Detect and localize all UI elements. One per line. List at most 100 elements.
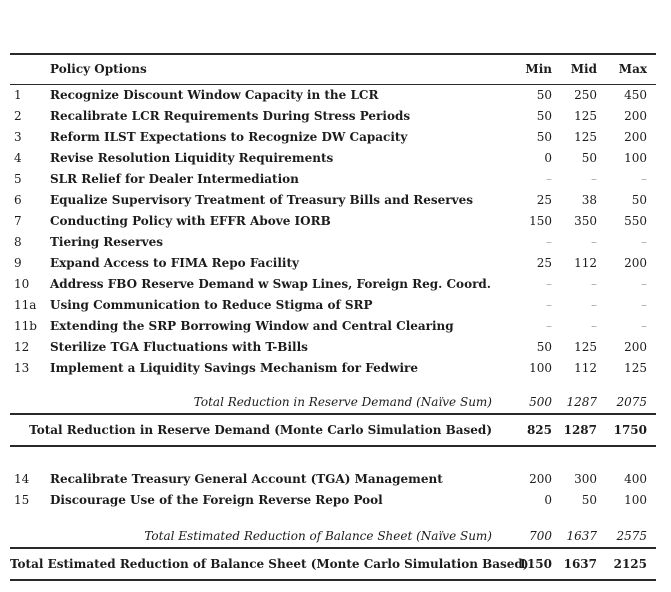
min-value: 25 — [536, 255, 552, 270]
mid-value: 250 — [574, 87, 597, 102]
table-row: 2 Recalibrate LCR Requirements During Str… — [10, 105, 656, 126]
min-value: 200 — [529, 471, 552, 486]
row-label: Expand Access to FIMA Repo Facility — [50, 255, 299, 270]
table-row: 7 Conducting Policy with EFFR Above IORB 1… — [10, 210, 656, 231]
row-number: 14 — [14, 471, 30, 486]
max-value: 200 — [624, 108, 647, 123]
max-value: 2575 — [616, 528, 647, 543]
min-value: – — [546, 171, 552, 186]
mid-value: 125 — [574, 129, 597, 144]
row-number: 11b — [14, 318, 37, 333]
table-row: 15 Discourage Use of the Foreign Reverse … — [10, 489, 656, 510]
min-value: 50 — [536, 339, 552, 354]
mid-value: 50 — [581, 150, 597, 165]
row-number: 1 — [14, 87, 22, 102]
naive-total-label: Total Estimated Reduction of Balance She… — [144, 528, 492, 543]
row-label: Sterilize TGA Fluctuations with T-Bills — [50, 339, 308, 354]
table-row: 6 Equalize Supervisory Treatment of Treas… — [10, 189, 656, 210]
row-number: 11a — [14, 297, 37, 312]
table-row: 5 SLR Relief for Dealer Intermediation – – – — [10, 168, 656, 189]
max-value: – — [641, 318, 647, 333]
mid-value: 112 — [574, 255, 597, 270]
row-number: 12 — [14, 339, 30, 354]
spacer-row — [10, 378, 656, 390]
min-value: 1150 — [518, 557, 552, 571]
header-max: Max — [618, 62, 647, 77]
mid-value: 125 — [574, 339, 597, 354]
max-value: – — [641, 297, 647, 312]
mid-value: – — [591, 171, 597, 186]
min-value: – — [546, 318, 552, 333]
max-value: 550 — [624, 213, 647, 228]
section1-rows: 1 Recognize Discount Window Capacity in t… — [10, 84, 656, 378]
table-row: 11b Extending the SRP Borrowing Window an… — [10, 315, 656, 336]
table-row: 3 Reform ILST Expectations to Recognize D… — [10, 126, 656, 147]
min-value: 500 — [529, 394, 552, 409]
max-value: – — [641, 276, 647, 291]
section1-totals: Total Reduction in Reserve Demand (Naïve… — [10, 378, 656, 468]
section2-naive-total-row: Total Estimated Reduction of Balance She… — [10, 524, 656, 548]
row-label: Implement a Liquidity Savings Mechanism … — [50, 360, 418, 375]
row-number: 5 — [14, 171, 22, 186]
min-value: – — [546, 276, 552, 291]
header-row: Policy Options Min Mid Max — [10, 54, 656, 84]
monte-carlo-total-label: Total Reduction in Reserve Demand (Monte… — [29, 423, 492, 437]
row-label: Using Communication to Reduce Stigma of … — [50, 297, 373, 312]
row-label: Equalize Supervisory Treatment of Treasu… — [50, 192, 473, 207]
min-value: 50 — [536, 129, 552, 144]
min-value: – — [546, 297, 552, 312]
min-value: 100 — [529, 360, 552, 375]
row-label: Recognize Discount Window Capacity in th… — [50, 87, 379, 102]
table-row: 14 Recalibrate Treasury General Account (… — [10, 468, 656, 489]
row-label: Tiering Reserves — [50, 234, 163, 249]
table-row: 9 Expand Access to FIMA Repo Facility 25 11… — [10, 252, 656, 273]
row-label: Conducting Policy with EFFR Above IORB — [50, 213, 331, 228]
table-row: 13 Implement a Liquidity Savings Mechanis… — [10, 357, 656, 378]
header-row-number — [10, 54, 50, 84]
mid-value: 125 — [574, 108, 597, 123]
row-label: Recalibrate LCR Requirements During Stre… — [50, 108, 411, 123]
row-number: 6 — [14, 192, 22, 207]
max-value: 200 — [624, 339, 647, 354]
row-label: Extending the SRP Borrowing Window and C… — [50, 318, 454, 333]
max-value: 100 — [624, 150, 647, 165]
max-value: – — [641, 234, 647, 249]
row-label: SLR Relief for Dealer Intermediation — [50, 171, 299, 186]
min-value: 150 — [529, 213, 552, 228]
row-number: 10 — [14, 276, 30, 291]
row-number: 9 — [14, 255, 22, 270]
min-value: 825 — [526, 423, 552, 437]
min-value: 700 — [529, 528, 552, 543]
row-label: Recalibrate Treasury General Account (TG… — [50, 471, 443, 486]
row-number: 2 — [14, 108, 22, 123]
row-number: 13 — [14, 360, 30, 375]
max-value: 50 — [631, 192, 647, 207]
max-value: – — [641, 171, 647, 186]
mid-value: 1637 — [563, 557, 597, 571]
row-number: 3 — [14, 129, 22, 144]
max-value: 1750 — [613, 423, 647, 437]
max-value: 200 — [624, 255, 647, 270]
table-row: 1 Recognize Discount Window Capacity in t… — [10, 84, 656, 105]
row-number: 15 — [14, 492, 30, 507]
table-row: 12 Sterilize TGA Fluctuations with T-Bill… — [10, 336, 656, 357]
table-row: 10 Address FBO Reserve Demand w Swap Line… — [10, 273, 656, 294]
row-number: 8 — [14, 234, 22, 249]
min-value: – — [546, 234, 552, 249]
header-policy-options: Policy Options — [50, 62, 147, 77]
spacer-row — [10, 510, 656, 524]
max-value: 400 — [624, 471, 647, 486]
max-value: 200 — [624, 129, 647, 144]
min-value: 50 — [536, 87, 552, 102]
mid-value: – — [591, 276, 597, 291]
section2-monte-carlo-total-row: Total Estimated Reduction of Balance She… — [10, 548, 656, 580]
mid-value: 38 — [581, 192, 597, 207]
row-number: 7 — [14, 213, 22, 228]
row-number: 4 — [14, 150, 22, 165]
max-value: 450 — [624, 87, 647, 102]
mid-value: – — [591, 234, 597, 249]
mid-value: 1637 — [566, 528, 597, 543]
section-gap — [10, 446, 656, 468]
mid-value: 1287 — [566, 394, 597, 409]
